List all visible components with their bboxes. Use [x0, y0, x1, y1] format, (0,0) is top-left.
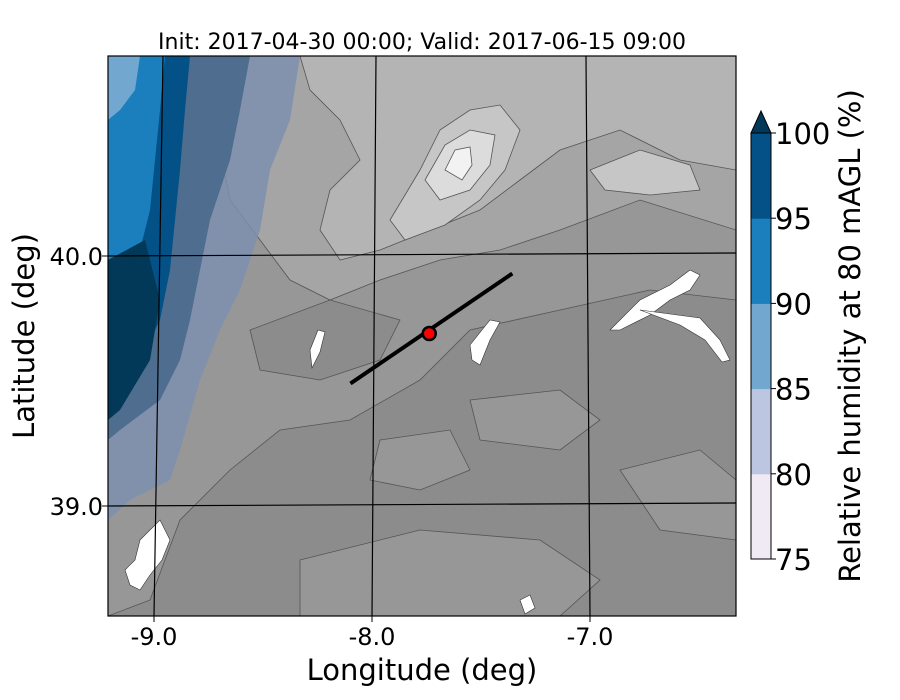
colorbar-segment: [751, 133, 771, 219]
colorbar-tick-label: 100: [775, 117, 830, 151]
map-panel[interactable]: [108, 56, 736, 616]
x-tick-label: -9.0: [131, 623, 178, 651]
colorbar-segment: [751, 473, 771, 560]
colorbar-tick-label: 80: [775, 458, 812, 492]
x-tick-label: -7.0: [567, 623, 614, 651]
colorbar-tick-label: 90: [775, 287, 812, 321]
colorbar-tick-label: 95: [775, 202, 812, 236]
colorbar-segment: [751, 388, 771, 475]
graticule: [108, 56, 736, 616]
x-axis-label: Longitude (deg): [307, 653, 538, 687]
colorbar: 75 80 85 90 95 100: [750, 109, 830, 577]
chart-title: Init: 2017-04-30 00:00; Valid: 2017-06-1…: [158, 30, 686, 55]
y-axis-ticks: 40.0 39.0: [50, 243, 108, 521]
y-tick-label: 39.0: [50, 493, 103, 521]
water-bodies: [124, 269, 731, 615]
map-frame: [107, 55, 737, 617]
colorbar-extend-arrow: [750, 109, 772, 134]
colorbar-segment: [751, 218, 771, 304]
site-marker[interactable]: [421, 325, 437, 342]
x-tick-label: -8.0: [349, 623, 396, 651]
humidity-overlay: [108, 56, 300, 520]
colorbar-tick-label: 75: [775, 543, 812, 577]
colorbar-segment: [751, 303, 771, 390]
colorbar-outline: [750, 132, 772, 560]
x-axis-ticks: -9.0 -8.0 -7.0: [131, 616, 614, 651]
y-tick-label: 40.0: [50, 243, 103, 271]
colorbar-tick-label: 85: [775, 373, 812, 407]
y-axis-label: Latitude (deg): [7, 233, 41, 439]
colorbar-label: Relative humidity at 80 mAGL (%): [833, 89, 867, 583]
